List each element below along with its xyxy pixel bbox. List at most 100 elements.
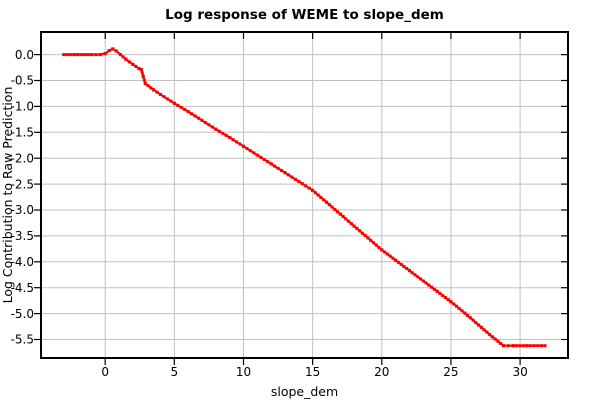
data-point-marker <box>165 97 169 101</box>
data-point-marker <box>313 191 317 195</box>
data-point-marker <box>455 304 458 308</box>
data-point-marker <box>193 114 197 118</box>
data-point-marker <box>204 121 207 125</box>
data-point-marker <box>372 241 375 245</box>
data-point-marker <box>322 198 326 202</box>
data-point-marker <box>522 344 526 348</box>
data-point-marker <box>155 90 159 94</box>
data-point-marker <box>479 325 483 329</box>
data-point-marker <box>190 112 194 116</box>
data-point-marker <box>142 78 146 82</box>
data-point-marker <box>525 344 529 348</box>
data-point-marker <box>338 212 342 216</box>
data-point-marker <box>424 281 428 285</box>
data-point-marker <box>146 84 150 88</box>
data-point-marker <box>83 53 86 57</box>
data-point-marker <box>252 151 256 155</box>
data-point-marker <box>482 328 486 332</box>
data-point-marker <box>352 224 356 228</box>
data-point-marker <box>114 49 118 53</box>
data-point-marker <box>162 95 166 99</box>
data-point-marker <box>200 118 204 122</box>
data-point-marker <box>457 307 461 310</box>
tick-labels: 0 5 10 15 20 25 30 0.0 -0.5 -1.0 -1.5 -2.0 -2.5 -3.0 -… <box>11 48 528 379</box>
data-point-marker <box>488 333 492 336</box>
y-tick-label: -2.5 <box>11 177 34 191</box>
y-axis-label: Log Contribution to Raw Prediction <box>0 86 15 304</box>
data-point-marker <box>532 344 536 348</box>
data-point-marker <box>330 205 334 209</box>
y-tick-label: -1.0 <box>11 100 34 114</box>
data-point-marker <box>408 269 411 273</box>
data-point-marker <box>140 71 144 75</box>
data-point-marker <box>76 53 79 57</box>
x-tick-label: 15 <box>305 365 320 379</box>
data-point-marker <box>79 53 83 57</box>
data-point-marker <box>449 300 453 304</box>
data-point-marker <box>319 196 323 199</box>
data-point-marker <box>141 74 145 78</box>
data-point-marker <box>248 149 252 153</box>
data-point-marker <box>366 236 370 240</box>
data-point-marker <box>224 133 228 137</box>
data-point-marker <box>529 344 533 348</box>
data-point-marker <box>214 127 218 131</box>
data-point-marker <box>377 246 381 249</box>
data-point-marker <box>111 47 115 51</box>
plot-frame <box>40 31 569 359</box>
data-point-marker <box>210 125 214 129</box>
data-point-marker <box>413 273 417 277</box>
data-point-marker <box>316 193 320 197</box>
data-point-marker <box>511 344 515 348</box>
data-point-marker <box>347 219 351 223</box>
y-tick-label: -3.0 <box>11 203 34 217</box>
data-point-marker <box>427 283 431 287</box>
data-point-marker <box>62 53 66 57</box>
data-point-marker <box>286 173 290 177</box>
data-point-marker <box>460 309 464 313</box>
data-point-marker <box>468 316 472 320</box>
data-point-marker <box>172 101 176 105</box>
data-point-marker <box>255 153 259 157</box>
data-point-marker <box>399 262 403 266</box>
data-point-marker <box>502 344 505 348</box>
data-point-marker <box>89 53 93 57</box>
data-point-marker <box>485 330 489 334</box>
data-point-marker <box>341 215 345 218</box>
data-point-marker <box>159 93 162 96</box>
data-point-marker <box>405 267 409 270</box>
data-point-marker <box>131 62 135 66</box>
y-tick-label: -2.0 <box>11 151 34 165</box>
data-point-marker <box>441 294 445 297</box>
data-point-marker <box>490 335 494 339</box>
x-tick-label: 25 <box>443 365 458 379</box>
data-point-marker <box>235 140 239 144</box>
response-line <box>62 47 547 347</box>
data-point-marker <box>124 57 128 61</box>
data-point-marker <box>336 210 339 214</box>
data-point-marker <box>228 136 232 139</box>
x-tick-label: 0 <box>101 365 109 379</box>
data-point-marker <box>169 99 173 103</box>
data-point-marker <box>360 231 364 235</box>
data-point-marker <box>118 53 122 57</box>
data-point-marker <box>327 203 331 207</box>
data-point-marker <box>293 177 297 181</box>
data-point-marker <box>94 53 98 57</box>
y-tick-label: -5.5 <box>11 333 34 347</box>
x-tick-label: 5 <box>171 365 179 379</box>
data-point-marker <box>474 321 478 325</box>
data-point-marker <box>430 285 434 289</box>
y-tick-label: -1.5 <box>11 126 34 140</box>
data-point-marker <box>127 60 131 64</box>
data-point-marker <box>496 339 500 343</box>
data-point-marker <box>186 110 190 114</box>
data-point-marker <box>493 337 497 341</box>
y-tick-label: 0.0 <box>15 48 34 62</box>
data-point-marker <box>69 53 73 57</box>
axis-ticks <box>34 33 567 365</box>
data-point-marker <box>176 103 180 107</box>
data-point-marker <box>139 68 143 72</box>
data-point-marker <box>143 82 147 86</box>
